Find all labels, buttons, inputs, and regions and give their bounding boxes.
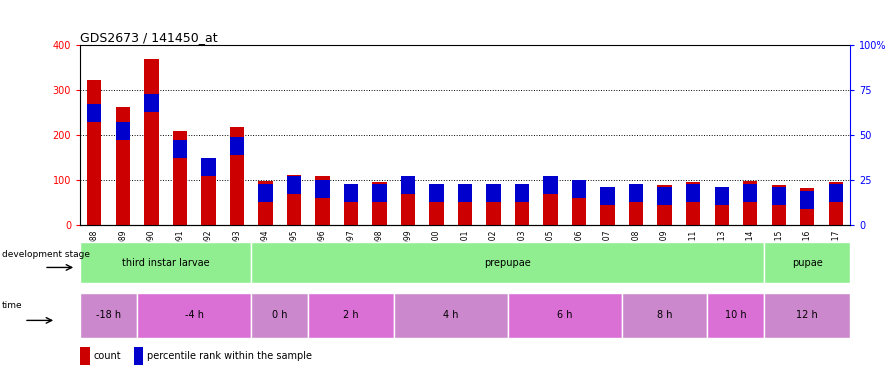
Bar [457,184,473,202]
Bar [87,80,101,225]
Bar [658,185,672,225]
Bar [743,184,757,202]
Bar [515,185,530,225]
Bar [601,187,615,205]
Bar [765,242,850,283]
Text: 2 h: 2 h [344,310,359,320]
Bar [87,104,101,122]
Bar [258,184,272,202]
Bar [251,242,765,283]
Bar [258,181,272,225]
Text: pupae: pupae [792,258,822,267]
Bar [429,184,443,225]
Bar [201,158,215,176]
Bar [457,184,473,225]
Bar [137,292,251,338]
Bar [287,175,301,225]
Bar [393,292,508,338]
Bar [829,184,843,202]
Text: prepupae: prepupae [484,258,531,267]
Text: time: time [2,302,22,310]
Bar [708,292,765,338]
Bar [251,292,308,338]
Bar [629,184,643,202]
Bar [315,176,329,225]
Text: count: count [93,351,121,361]
Bar [772,185,786,225]
Bar [487,184,501,202]
Bar [230,137,244,155]
Bar [80,347,90,365]
Bar [829,182,843,225]
Bar [487,184,501,225]
Bar [572,180,587,198]
Text: 0 h: 0 h [272,310,287,320]
Bar [715,187,729,225]
Bar [144,94,158,112]
Text: development stage: development stage [2,250,90,259]
Bar [429,184,443,202]
Bar [508,292,622,338]
Bar [765,292,850,338]
Bar [544,178,558,225]
Bar [372,182,386,225]
Bar [201,159,215,225]
Bar [344,184,358,225]
Bar [515,184,530,202]
Bar [800,191,814,209]
Bar [372,184,386,202]
Bar [715,187,729,205]
Text: third instar larvae: third instar larvae [122,258,209,267]
Bar [743,181,757,225]
Bar [173,140,187,158]
Text: GDS2673 / 141450_at: GDS2673 / 141450_at [80,31,218,44]
Bar [80,242,251,283]
Bar [173,130,187,225]
Text: percentile rank within the sample: percentile rank within the sample [147,351,312,361]
Text: -4 h: -4 h [184,310,204,320]
Bar [686,184,700,202]
Bar [622,292,708,338]
Bar [400,176,415,194]
Text: -18 h: -18 h [96,310,121,320]
Bar [629,184,643,225]
Text: 8 h: 8 h [657,310,672,320]
Bar [315,180,329,198]
Text: 4 h: 4 h [443,310,458,320]
Bar [144,58,158,225]
Bar [116,106,130,225]
Bar [400,178,415,225]
Bar [544,176,558,194]
Bar [308,292,393,338]
Text: 10 h: 10 h [725,310,747,320]
Bar [344,184,358,202]
Bar [800,188,814,225]
Bar [230,128,244,225]
Bar [116,122,130,140]
Bar [686,182,700,225]
Text: 12 h: 12 h [797,310,818,320]
Bar [80,292,137,338]
Bar [572,180,587,225]
Bar [601,187,615,225]
Text: 6 h: 6 h [557,310,572,320]
Bar [772,187,786,205]
Bar [287,176,301,194]
Bar [658,187,672,205]
Bar [134,347,143,365]
